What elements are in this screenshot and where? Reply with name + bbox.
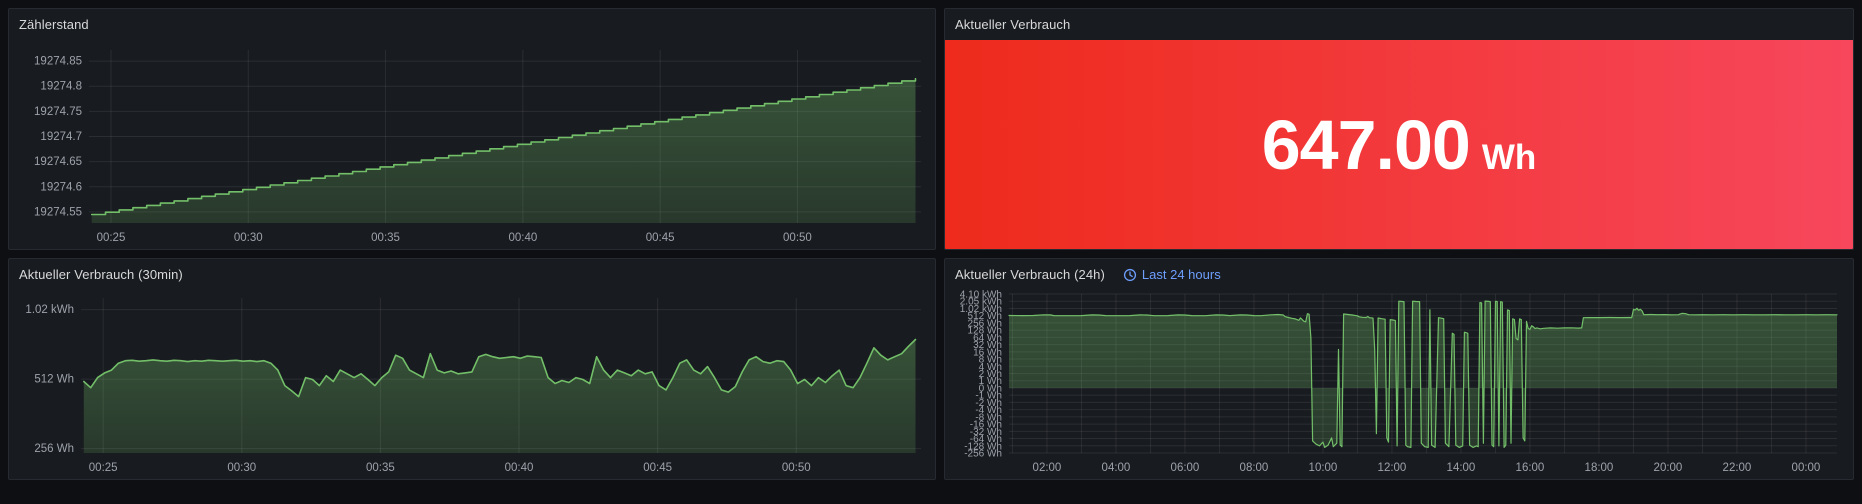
panel-zaehlerstand: Zählerstand 19274.85 19274.8 19274.75 19274… <box>8 8 936 250</box>
svg-text:08:00: 08:00 <box>1240 462 1269 474</box>
panel-title-verbrauch-30min[interactable]: Aktueller Verbrauch (30min) <box>19 267 183 282</box>
svg-text:02:00: 02:00 <box>1033 462 1062 474</box>
svg-text:16 Wh: 16 Wh <box>973 347 1002 358</box>
svg-text:256 Wh: 256 Wh <box>34 443 74 455</box>
svg-text:00:00: 00:00 <box>1792 462 1821 474</box>
svg-text:00:35: 00:35 <box>371 232 400 244</box>
stat-background: 647.00 Wh <box>945 40 1853 249</box>
svg-text:-2 Wh: -2 Wh <box>975 398 1002 409</box>
time-range-label: Last 24 hours <box>1141 267 1221 282</box>
panel-verbrauch-24h: Aktueller Verbrauch (24h) Last 24 hours … <box>944 258 1854 480</box>
svg-text:06:00: 06:00 <box>1171 462 1200 474</box>
svg-text:-8 Wh: -8 Wh <box>975 412 1002 423</box>
svg-text:00:25: 00:25 <box>89 462 118 474</box>
panel-verbrauch-30min-header: Aktueller Verbrauch (30min) <box>9 259 935 290</box>
svg-text:00:45: 00:45 <box>646 232 675 244</box>
panel-title-verbrauch-24h[interactable]: Aktueller Verbrauch (24h) <box>955 267 1105 282</box>
svg-text:128 Wh: 128 Wh <box>968 326 1002 337</box>
svg-text:00:25: 00:25 <box>97 232 126 244</box>
svg-text:512 Wh: 512 Wh <box>34 374 74 386</box>
svg-text:10:00: 10:00 <box>1309 462 1338 474</box>
svg-text:00:50: 00:50 <box>783 232 812 244</box>
svg-text:8 Wh: 8 Wh <box>979 355 1002 366</box>
svg-text:19274.6: 19274.6 <box>40 181 82 193</box>
svg-text:00:45: 00:45 <box>643 462 672 474</box>
svg-text:-64 Wh: -64 Wh <box>970 434 1002 445</box>
svg-text:19274.8: 19274.8 <box>40 81 82 93</box>
svg-text:2 Wh: 2 Wh <box>979 369 1002 380</box>
time-range-link[interactable]: Last 24 hours <box>1123 267 1221 282</box>
svg-text:12:00: 12:00 <box>1378 462 1407 474</box>
verbrauch-24h-chart[interactable]: 4.10 kWh 2.05 kWh 1.02 kWh 512 Wh 256 Wh 128 … <box>945 290 1853 479</box>
panel-zaehlerstand-header: Zählerstand <box>9 9 935 40</box>
svg-text:19274.55: 19274.55 <box>34 206 82 218</box>
zaehlerstand-chart[interactable]: 19274.85 19274.8 19274.75 19274.7 19274.65 19… <box>9 40 935 249</box>
svg-text:-128 Wh: -128 Wh <box>964 441 1002 452</box>
svg-text:4.10 kWh: 4.10 kWh <box>960 290 1002 301</box>
svg-text:00:50: 00:50 <box>782 462 811 474</box>
verbrauch-30min-chart[interactable]: 1.02 kWh 512 Wh 256 Wh 00:25 00:30 00:35 00:40… <box>9 290 935 479</box>
panel-verbrauch-24h-header: Aktueller Verbrauch (24h) Last 24 hours <box>945 259 1853 290</box>
dashboard-grid: Zählerstand 19274.85 19274.8 19274.75 19274… <box>8 8 1854 480</box>
stat-row: 647.00 Wh <box>1262 110 1537 180</box>
svg-text:00:40: 00:40 <box>508 232 537 244</box>
svg-text:512 Wh: 512 Wh <box>968 311 1002 322</box>
svg-text:19274.75: 19274.75 <box>34 106 82 118</box>
panel-title-zaehlerstand[interactable]: Zählerstand <box>19 17 89 32</box>
svg-text:04:00: 04:00 <box>1102 462 1131 474</box>
svg-text:64 Wh: 64 Wh <box>973 333 1002 344</box>
svg-text:0 Wh: 0 Wh <box>979 383 1002 394</box>
svg-text:00:40: 00:40 <box>505 462 534 474</box>
svg-text:19274.85: 19274.85 <box>34 56 82 68</box>
svg-text:1.02 kWh: 1.02 kWh <box>25 304 74 316</box>
panel-title-aktueller-verbrauch[interactable]: Aktueller Verbrauch <box>955 17 1071 32</box>
svg-text:16:00: 16:00 <box>1516 462 1545 474</box>
svg-text:256 Wh: 256 Wh <box>968 318 1002 329</box>
svg-text:-32 Wh: -32 Wh <box>970 427 1002 438</box>
svg-text:4 Wh: 4 Wh <box>979 362 1002 373</box>
svg-text:19274.7: 19274.7 <box>40 131 82 143</box>
svg-text:-1 Wh: -1 Wh <box>975 391 1002 402</box>
panel-verbrauch-30min: Aktueller Verbrauch (30min) 1.02 kWh 512 … <box>8 258 936 480</box>
svg-text:22:00: 22:00 <box>1723 462 1752 474</box>
svg-text:14:00: 14:00 <box>1447 462 1476 474</box>
svg-text:-4 Wh: -4 Wh <box>975 405 1002 416</box>
svg-text:20:00: 20:00 <box>1654 462 1683 474</box>
svg-text:00:35: 00:35 <box>366 462 395 474</box>
svg-text:18:00: 18:00 <box>1585 462 1614 474</box>
stat-unit: Wh <box>1481 137 1537 177</box>
svg-text:00:30: 00:30 <box>227 462 256 474</box>
clock-icon <box>1123 268 1137 281</box>
svg-text:1 Wh: 1 Wh <box>979 376 1002 387</box>
svg-text:1.02 kWh: 1.02 kWh <box>960 304 1002 315</box>
stat-value: 647.00 <box>1261 105 1471 184</box>
panel-aktueller-verbrauch-header: Aktueller Verbrauch <box>945 9 1853 40</box>
svg-text:2.05 kWh: 2.05 kWh <box>960 297 1002 308</box>
svg-text:00:30: 00:30 <box>234 232 263 244</box>
svg-text:19274.65: 19274.65 <box>34 156 82 168</box>
panel-aktueller-verbrauch: Aktueller Verbrauch 647.00 Wh <box>944 8 1854 250</box>
svg-text:-16 Wh: -16 Wh <box>970 420 1002 431</box>
svg-text:32 Wh: 32 Wh <box>973 340 1002 351</box>
svg-text:-256 Wh: -256 Wh <box>964 449 1002 460</box>
